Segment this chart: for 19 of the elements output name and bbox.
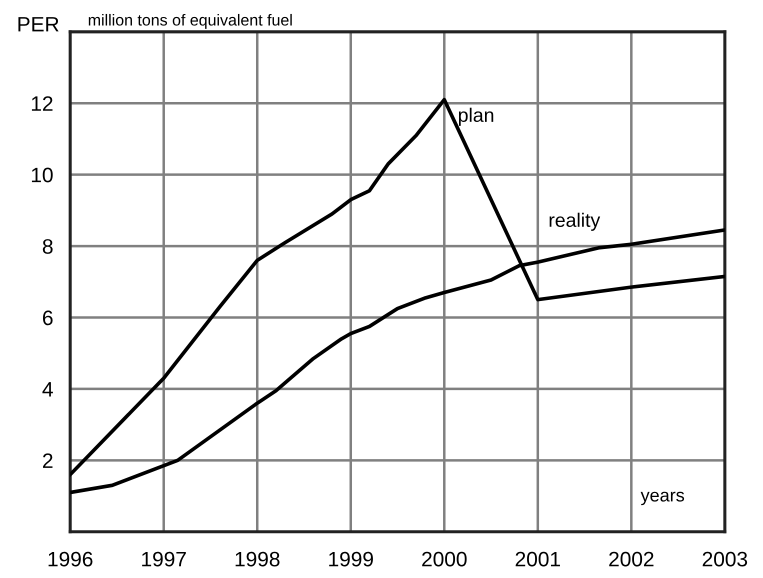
chart-subtitle: million tons of equivalent fuel [88, 14, 292, 29]
y-tick-label: 8 [42, 239, 53, 254]
x-tick-label: 2003 [702, 552, 748, 567]
series-label: plan [458, 108, 494, 126]
x-tick-label: 1999 [329, 552, 373, 567]
y-tick-label: 10 [32, 168, 53, 182]
y-tick-label: 6 [43, 310, 53, 326]
y-axis-title: PER [18, 17, 59, 32]
x-tick-label: 2002 [609, 552, 654, 567]
x-axis-title: years [640, 492, 684, 506]
series-label: reality [550, 212, 600, 231]
x-tick-label: 1997 [142, 552, 186, 567]
y-tick-label: 4 [42, 382, 53, 396]
x-tick-label: 2001 [516, 552, 560, 567]
x-tick-label: 1998 [236, 552, 280, 567]
x-tick-label: 1996 [48, 552, 92, 567]
y-tick-label: 12 [32, 96, 52, 111]
x-tick-label: 2000 [422, 552, 467, 567]
y-tick-label: 2 [42, 453, 52, 468]
